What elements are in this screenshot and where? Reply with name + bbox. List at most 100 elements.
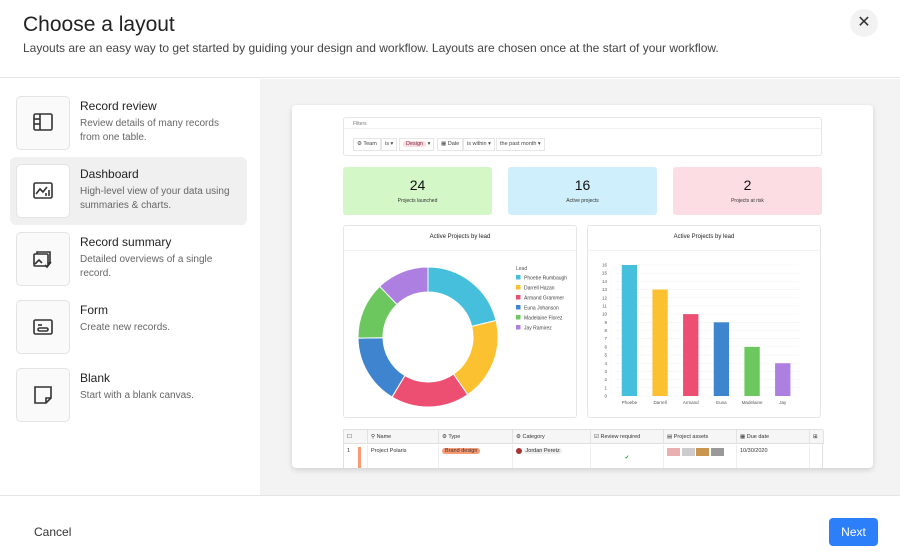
- filter-date-value[interactable]: the past month ▾: [496, 138, 545, 151]
- y-tick-label: 16: [602, 263, 608, 268]
- filters-label: Filters: [353, 121, 367, 127]
- legend-title: Lead: [516, 266, 527, 272]
- cell-category[interactable]: Jordan Peretz: [513, 445, 591, 468]
- row-index: 1: [344, 445, 368, 468]
- y-tick-label: 10: [602, 312, 608, 317]
- bar-madelaine: [744, 346, 760, 396]
- column-header-more[interactable]: ⊞: [810, 430, 824, 444]
- legend-label: Jay Ramirez: [524, 326, 552, 332]
- layout-name: Record review: [80, 99, 157, 113]
- layout-description: Review details of many records from one …: [80, 118, 219, 143]
- chart-title: Active Projects by lead: [429, 234, 491, 240]
- y-tick-label: 11: [602, 303, 607, 308]
- x-tick-label: Madelaine: [742, 400, 763, 405]
- form-icon: [16, 300, 70, 354]
- y-tick-label: 15: [602, 271, 608, 276]
- column-header-review[interactable]: ☑ Review required: [591, 430, 664, 444]
- y-tick-label: 5: [604, 353, 607, 358]
- x-tick-label: Jay: [779, 400, 787, 405]
- chart-title: Active Projects by lead: [673, 234, 735, 240]
- donut-slice: [357, 337, 406, 398]
- bar-armand: [683, 314, 699, 396]
- y-tick-label: 13: [602, 287, 608, 292]
- legend-label: Phoebe Rumbaugh: [524, 276, 567, 282]
- next-button[interactable]: Next: [829, 518, 878, 546]
- bar-euna: [713, 322, 730, 396]
- dialog-footer: Cancel Next: [0, 495, 900, 555]
- column-header-category[interactable]: ⚙ Category: [513, 430, 591, 444]
- dialog-subtitle: Layouts are an easy way to get started b…: [23, 41, 719, 55]
- donut-slice: [378, 266, 429, 306]
- y-tick-label: 4: [604, 361, 607, 366]
- y-tick-label: 9: [604, 320, 607, 325]
- bar-darrell: [652, 289, 668, 396]
- filter-date-op[interactable]: is within ▾: [463, 138, 495, 151]
- x-tick-label: Darrell: [653, 400, 666, 405]
- legend-swatch: [516, 275, 521, 280]
- x-tick-label: Euna: [716, 400, 727, 405]
- legend-label: Armand Grammer: [524, 296, 564, 302]
- cell-review-check-icon[interactable]: ✔: [591, 445, 664, 468]
- legend-label: Euna Johanson: [524, 306, 559, 312]
- layout-option-form[interactable]: Form Create new records.: [10, 293, 247, 361]
- record-review-icon: [16, 96, 70, 150]
- y-tick-label: 7: [604, 336, 607, 341]
- y-tick-label: 2: [604, 377, 607, 382]
- legend-label: Madelaine Florez: [524, 316, 563, 322]
- bar-jay: [775, 363, 791, 396]
- x-tick-label: Phoebe: [622, 400, 638, 405]
- cell-assets[interactable]: [664, 445, 737, 468]
- legend-swatch: [516, 315, 521, 320]
- filter-team-field[interactable]: ⚙ Team: [353, 138, 381, 151]
- dialog-title: Choose a layout: [23, 13, 175, 36]
- column-header-name[interactable]: ⚲ Name: [368, 430, 439, 444]
- blank-icon: [16, 368, 70, 422]
- select-all-checkbox[interactable]: ☐: [344, 430, 368, 444]
- layout-option-record-review[interactable]: Record review Review details of many rec…: [10, 89, 247, 157]
- filter-date-field[interactable]: ▦ Date: [437, 138, 464, 151]
- layout-description: Start with a blank canvas.: [80, 390, 194, 401]
- layout-option-dashboard[interactable]: Dashboard High-level view of your data u…: [10, 157, 247, 225]
- layout-list: Record review Review details of many rec…: [0, 79, 260, 495]
- y-tick-label: 12: [602, 295, 608, 300]
- record-summary-icon: [16, 232, 70, 286]
- y-tick-label: 8: [604, 328, 607, 333]
- donut-slice: [427, 266, 497, 327]
- cell-name[interactable]: Project Polaris: [368, 445, 439, 468]
- y-tick-label: 0: [604, 394, 607, 399]
- stat-projects-at-risk: 2 Projects at risk: [673, 167, 822, 215]
- cell-due-date[interactable]: 10/30/2020: [737, 445, 810, 468]
- bar-phoebe: [621, 265, 638, 396]
- close-button[interactable]: ✕: [850, 9, 878, 37]
- bar-chart: Active Projects by lead 0 1 2 3 4 5 6 7 8 9 10 11 12…: [587, 225, 821, 418]
- y-tick-label: 14: [602, 279, 608, 284]
- column-header-type[interactable]: ⚙ Type: [439, 430, 513, 444]
- close-icon: ✕: [857, 14, 871, 31]
- legend-swatch: [516, 295, 521, 300]
- y-tick-label: 3: [604, 369, 607, 374]
- cancel-button[interactable]: Cancel: [34, 525, 72, 539]
- layout-name: Form: [80, 303, 108, 317]
- column-header-assets[interactable]: ▤ Project assets: [664, 430, 737, 444]
- donut-chart: Active Projects by lead Lead Phoebe Rumba…: [343, 225, 577, 418]
- avatar: [516, 448, 522, 454]
- x-tick-label: Armand: [683, 400, 699, 405]
- dialog-header: Choose a layout Layouts are an easy way …: [0, 0, 900, 78]
- column-header-due-date[interactable]: ▦ Due date: [737, 430, 810, 444]
- filters-panel: Filters ⚙ Team is ▾ Design ▾ ▦ Date is w…: [343, 117, 822, 156]
- records-table: ☐ ⚲ Name ⚙ Type ⚙ Category ☑ Review requ…: [343, 429, 824, 468]
- legend-swatch: [516, 325, 521, 330]
- stat-active-projects: 16 Active projects: [508, 167, 657, 215]
- layout-name: Blank: [80, 371, 111, 385]
- y-tick-label: 1: [604, 385, 607, 390]
- layout-name: Dashboard: [80, 167, 139, 181]
- layout-name: Record summary: [80, 235, 172, 249]
- layout-option-blank[interactable]: Blank Start with a blank canvas.: [10, 361, 247, 429]
- layout-option-record-summary[interactable]: Record summary Detailed overviews of a s…: [10, 225, 247, 293]
- layout-description: Create new records.: [80, 322, 171, 333]
- legend-swatch: [516, 305, 521, 310]
- y-tick-label: 6: [604, 344, 607, 349]
- filter-team-value[interactable]: Design ▾: [399, 138, 435, 151]
- cell-type[interactable]: Brand design: [439, 445, 513, 468]
- filter-team-op[interactable]: is ▾: [381, 138, 398, 151]
